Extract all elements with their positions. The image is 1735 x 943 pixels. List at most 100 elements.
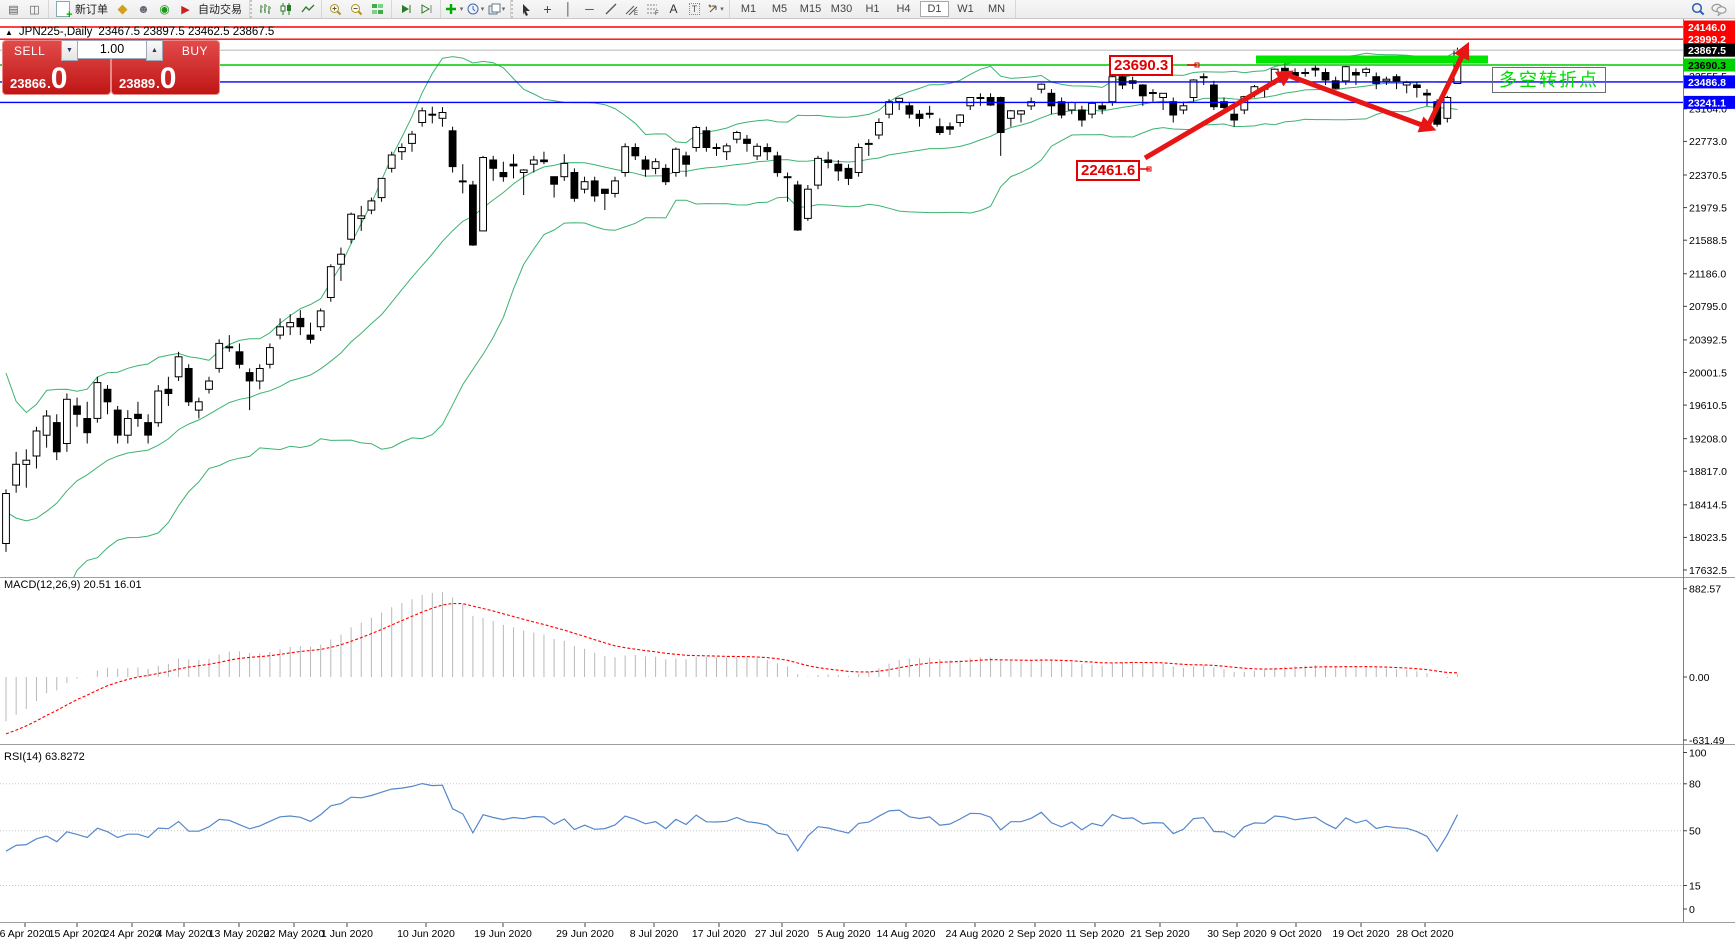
rsi-indicator-label: RSI(14) 63.8272 <box>4 751 85 763</box>
pivot-text-annotation[interactable]: 多空转折点 <box>1492 67 1606 93</box>
styles-bucket-icon[interactable]: ◆ <box>117 1 128 16</box>
rsi-axis-tick: 15 <box>1689 880 1701 892</box>
volume-increase-button[interactable]: ▲ <box>146 40 163 61</box>
equidistant-channel-icon[interactable]: E <box>622 1 641 17</box>
timeframe-M30[interactable]: M30 <box>830 3 853 15</box>
auto-scroll-icon[interactable] <box>396 1 415 17</box>
zoom-in-icon[interactable] <box>326 1 345 17</box>
fibonacci-icon[interactable]: F <box>643 1 662 17</box>
date-axis-label: 27 Jul 2020 <box>755 928 809 940</box>
tile-windows-icon[interactable] <box>368 1 387 17</box>
price-axis-tick: 20001.5 <box>1689 367 1727 379</box>
date-axis-label: 22 May 2020 <box>264 928 325 940</box>
date-axis-label: 29 Jun 2020 <box>556 928 614 940</box>
timeframe-toolbar: M1 M5 M15 M30 H1 H4 D1 W1 MN <box>730 0 1016 18</box>
price-axis-tick: 22773.0 <box>1689 136 1727 148</box>
candlestick-chart-icon[interactable] <box>277 1 296 17</box>
support-price-label[interactable]: 22461.6 <box>1076 160 1141 181</box>
chat-icon[interactable] <box>1709 1 1728 17</box>
horizontal-line-icon[interactable]: ─ <box>585 2 594 16</box>
date-axis-label: 21 Sep 2020 <box>1130 928 1190 940</box>
date-axis-label: 9 Oct 2020 <box>1270 928 1322 940</box>
search-icon[interactable] <box>1688 1 1707 17</box>
text-tool-icon[interactable]: A <box>669 2 678 16</box>
trendline-icon[interactable] <box>601 1 620 17</box>
profile-icon[interactable]: ☻ <box>137 2 150 16</box>
one-click-trading-panel: SELL 23866. 0 BUY 23889. 0 ▼ 1.00 ▲ <box>2 40 220 95</box>
periods-icon[interactable]: ▾ <box>466 1 485 17</box>
cursor-icon[interactable] <box>517 1 536 17</box>
rsi-axis-tick: 50 <box>1689 826 1701 838</box>
vertical-line-icon[interactable]: │ <box>564 2 573 16</box>
indicators-icon[interactable]: ▾ <box>445 1 464 17</box>
date-axis-label: 24 Apr 2020 <box>104 928 161 940</box>
zoom-out-icon[interactable] <box>347 1 366 17</box>
price-badge <box>1684 43 1735 57</box>
date-axis-label: 10 Jun 2020 <box>397 928 455 940</box>
line-chart-icon[interactable] <box>298 1 317 17</box>
price-axis-tick: 19610.5 <box>1689 400 1727 412</box>
timeframe-MN[interactable]: MN <box>987 3 1006 15</box>
templates-icon[interactable]: ▾ <box>487 1 506 17</box>
timeframe-H4[interactable]: H4 <box>896 3 911 15</box>
price-badge-label: 23241.1 <box>1688 97 1726 109</box>
date-axis-label: 2 Sep 2020 <box>1008 928 1062 940</box>
price-axis-tick: 18817.0 <box>1689 466 1727 478</box>
data-window-icon[interactable]: ◫ <box>29 3 40 16</box>
date-axis-label: 13 May 2020 <box>209 928 270 940</box>
rsi-axis-tick: 80 <box>1689 779 1701 791</box>
date-axis-label: 8 Jul 2020 <box>630 928 679 940</box>
timeframe-D1[interactable]: D1 <box>920 1 949 17</box>
volume-input[interactable]: 1.00 <box>78 40 146 59</box>
price-badge-label: 23867.5 <box>1688 45 1726 57</box>
price-badge <box>1684 32 1735 46</box>
new-order-button[interactable]: 新订单 <box>75 4 108 16</box>
timeframe-H1[interactable]: H1 <box>865 3 880 15</box>
date-axis-label: 5 Aug 2020 <box>817 928 870 940</box>
bar-chart-icon[interactable] <box>256 1 275 17</box>
ohlc-values: 23467.5 23897.5 23462.5 23867.5 <box>98 26 275 38</box>
price-badge-label: 24146.0 <box>1688 22 1726 34</box>
price-badge-label: 23999.2 <box>1688 34 1726 46</box>
timeframe-M5[interactable]: M5 <box>771 3 788 15</box>
price-axis-tick: 21186.0 <box>1689 269 1726 281</box>
main-toolbar: ▤ ◫ 新订单 ◆ ☻ ◉ ▶ 自动交易 <box>0 0 1735 21</box>
timeframe-M15[interactable]: M15 <box>799 3 822 15</box>
shapes-icon[interactable]: ▾ <box>706 1 725 17</box>
rsi-axis-tick: 0 <box>1689 904 1695 916</box>
resistance-price-label[interactable]: 23690.3 <box>1109 55 1174 76</box>
price-axis-tick: 17632.5 <box>1689 565 1727 577</box>
price-axis-tick: 18023.5 <box>1689 532 1727 544</box>
crosshair-icon[interactable]: + <box>543 1 552 17</box>
sell-label: SELL <box>14 44 46 58</box>
chart-shift-icon[interactable] <box>417 1 436 17</box>
new-order-icon[interactable] <box>53 1 73 21</box>
timeframe-M1[interactable]: M1 <box>740 3 757 15</box>
price-axis-tick: 20795.0 <box>1689 301 1727 313</box>
macd-indicator-label: MACD(12,26,9) 20.51 16.01 <box>4 579 142 591</box>
autotrade-icon[interactable]: ▶ <box>181 3 190 16</box>
signals-icon[interactable]: ◉ <box>159 2 170 16</box>
volume-control: ▼ 1.00 ▲ <box>61 40 163 61</box>
date-axis-label: 17 Jul 2020 <box>692 928 746 940</box>
price-axis-tick: 18414.5 <box>1689 500 1727 512</box>
date-axis-label: 28 Oct 2020 <box>1396 928 1453 940</box>
timeframe-W1[interactable]: W1 <box>957 3 974 15</box>
date-axis-label: 15 Apr 2020 <box>49 928 106 940</box>
market-watch-icon[interactable]: ▤ <box>8 3 19 16</box>
svg-text:F: F <box>655 11 659 15</box>
text-label-tool-icon[interactable]: T <box>685 1 704 17</box>
price-badge-label: 23486.8 <box>1688 77 1726 89</box>
price-axis-tick: 22370.5 <box>1689 170 1727 182</box>
volume-decrease-button[interactable]: ▼ <box>61 40 78 61</box>
macd-axis-tick: 882.57 <box>1689 584 1721 596</box>
autotrade-button[interactable]: 自动交易 <box>198 4 242 16</box>
rsi-axis-tick: 100 <box>1689 747 1707 759</box>
price-badge <box>1684 75 1735 89</box>
date-axis-label: 1 Jun 2020 <box>321 928 373 940</box>
date-axis-label: 11 Sep 2020 <box>1066 928 1125 940</box>
macd-axis-tick: 0.00 <box>1689 672 1710 684</box>
